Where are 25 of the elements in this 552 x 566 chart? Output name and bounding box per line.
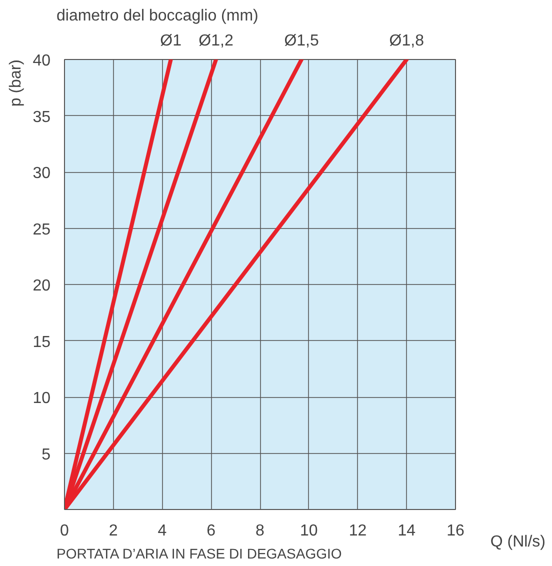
x-tick-label: 14 — [398, 522, 416, 540]
y-tick-label: 5 — [42, 446, 51, 464]
y-tick-label: 15 — [32, 334, 51, 351]
x-tick-label: 8 — [256, 522, 265, 540]
series-label: Ø1,2 — [198, 32, 234, 50]
y-tick-label: 35 — [32, 108, 51, 126]
series-label: Ø1,8 — [389, 32, 424, 50]
x-tick-label: 0 — [60, 522, 70, 540]
x-tick-label: 4 — [158, 522, 167, 540]
x-tick-label: 12 — [348, 522, 367, 540]
x-tick-label: 6 — [206, 522, 216, 540]
series-label: Ø1 — [160, 32, 182, 50]
x-tick-label: 2 — [108, 522, 118, 540]
y-axis-title: p (bar) — [8, 60, 24, 107]
text: PORTATA D’ARIA IN FASE DI DEGASAGGIO — [56, 546, 342, 562]
x-tick-label: 10 — [300, 522, 318, 540]
series-label: Ø1,5 — [284, 32, 319, 50]
y-tick-label: 30 — [32, 165, 51, 182]
y-tick-label: 10 — [32, 390, 51, 407]
y-tick-label: 20 — [32, 278, 51, 294]
y-tick-label: 25 — [32, 221, 51, 238]
x-axis-title: Q (Nl/s) — [490, 534, 546, 550]
chart-title: diametro del boccaglio (mm) — [56, 8, 258, 24]
y-tick-label: 40 — [32, 52, 51, 70]
x-tick-label: 16 — [446, 522, 464, 540]
